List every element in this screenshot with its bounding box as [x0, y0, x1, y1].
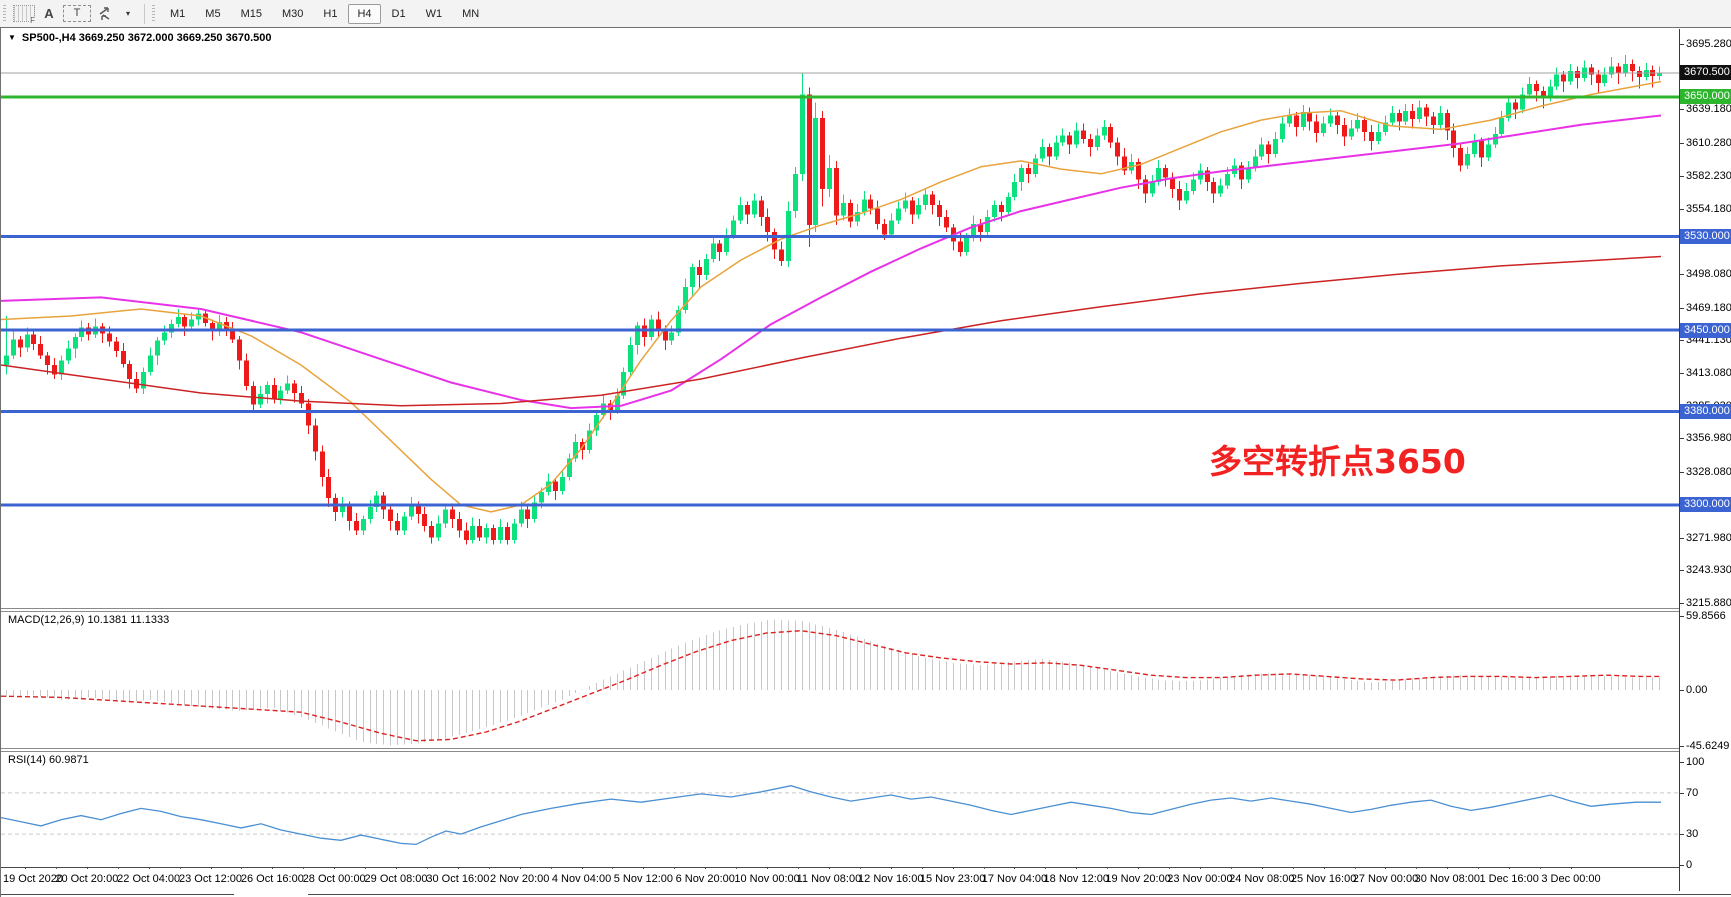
ma-slow-line	[1, 255, 1662, 407]
rsi-scale-label: 0	[1686, 859, 1693, 871]
timeframe-button-M30[interactable]: M30	[281, 7, 304, 20]
timeframe-button-W1[interactable]: W1	[425, 7, 443, 20]
date-label: 20 Oct 20:00	[55, 873, 119, 885]
price-badge-3450.000: 3450.000	[1680, 322, 1731, 338]
price-tick-label: 3328.080	[1686, 466, 1731, 479]
chart-annotation-text: 多空转折点3650	[1209, 442, 1466, 481]
price-tick-label: 3639.180	[1686, 103, 1731, 116]
timeframe-button-M5[interactable]: M5	[205, 7, 221, 20]
price-badge-3300.000: 3300.000	[1680, 497, 1731, 513]
date-label: 3 Dec 00:00	[1541, 873, 1601, 885]
date-label: 23 Nov 00:00	[1167, 873, 1233, 885]
rsi-scale-label: 30	[1686, 828, 1699, 841]
collapse-indicator-icon[interactable]: ▼	[8, 33, 16, 42]
toolbar: F A T ▾ M1 M5 M15 M30 H1 H4 D1 W1 MN	[0, 0, 1731, 28]
date-label: 2 Nov 20:00	[490, 873, 550, 885]
chart-properties-icon-letter: F	[30, 16, 35, 25]
date-label: 18 Nov 12:00	[1043, 873, 1109, 885]
date-label: 15 Nov 23:00	[919, 873, 986, 885]
chart-title: ▼ SP500-,H4 3669.250 3672.000 3669.250 36…	[8, 32, 271, 44]
text-box-icon[interactable]: T	[63, 5, 91, 22]
price-tick-label: 3582.230	[1686, 169, 1731, 182]
price-badge-3380.000: 3380.000	[1680, 404, 1731, 420]
date-label: 29 Oct 08:00	[364, 873, 428, 885]
price-tick-label: 3695.280	[1686, 38, 1731, 50]
date-label: 1 Dec 16:00	[1479, 873, 1539, 885]
timeframe-button-MN[interactable]: MN	[462, 7, 480, 20]
timeframe-button-D1[interactable]: D1	[391, 7, 406, 20]
price-badge-3670.500: 3670.500	[1680, 65, 1731, 81]
date-label: 17 Nov 04:00	[981, 873, 1048, 885]
macd-scale-label: 0.00	[1686, 684, 1708, 696]
price-axis: 3695.2803667.2303639.1803610.2803582.230…	[1679, 29, 1731, 891]
chart-window: ▼ SP500-,H4 3669.250 3672.000 3669.250 36…	[0, 27, 1731, 897]
price-badge-3530.000: 3530.000	[1680, 229, 1731, 245]
timeframe-button-M1[interactable]: M1	[170, 7, 186, 20]
dropdown-glyph: ▾	[125, 9, 130, 18]
price-tick-label: 3356.980	[1686, 432, 1731, 445]
window-edge-line	[1, 894, 1731, 895]
date-label: 11 Nov 08:00	[796, 873, 862, 885]
text-label-icon[interactable]: A	[39, 4, 59, 24]
price-tick-label: 3469.180	[1686, 301, 1731, 314]
rsi-line	[1, 785, 1661, 846]
date-label: 23 Oct 12:00	[179, 873, 243, 885]
price-tick-label: 3554.180	[1686, 202, 1731, 215]
macd-scale-label: -45.6249	[1686, 740, 1730, 753]
candles-layer	[4, 54, 1662, 545]
date-label: 10 Nov 00:00	[734, 873, 800, 885]
price-badge-3650.000: 3650.000	[1680, 89, 1731, 105]
price-tick-label: 3243.930	[1686, 564, 1731, 577]
timeframe-button-H1[interactable]: H1	[323, 7, 338, 20]
ma-fast-line	[1, 80, 1662, 513]
date-label: 28 Oct 00:00	[302, 873, 366, 885]
time-axis: 19 Oct 2020 20 Oct 20:00 22 Oct 04:00 23 Oc…	[1, 869, 1679, 891]
date-label: 5 Nov 12:00	[613, 873, 674, 885]
price-tick-label: 3413.080	[1686, 367, 1731, 380]
diagonal-arrows-icon	[99, 6, 110, 20]
chart-properties-icon[interactable]: F	[13, 5, 35, 25]
date-label: 30 Oct 16:00	[426, 873, 490, 885]
date-label: 26 Oct 16:00	[240, 873, 304, 885]
window-bottom-edge	[1, 891, 1731, 897]
date-label: 24 Nov 08:00	[1229, 873, 1295, 885]
text-box-icon-letter: T	[73, 7, 81, 19]
timeframe-toolbar-grip[interactable]	[152, 4, 155, 23]
window-edge-notch	[234, 892, 308, 897]
price-tick-label: 3271.980	[1686, 531, 1731, 544]
date-label: 27 Nov 00:00	[1352, 873, 1419, 885]
timeframe-toolbar: M1 M5 M15 M30 H1 H4 D1 W1 MN	[160, 3, 489, 24]
macd-indicator-label: MACD(12,26,9) 10.1381 11.1333	[8, 614, 170, 626]
price-tick-label: 3610.280	[1686, 137, 1731, 150]
arrow-objects-dropdown-icon[interactable]: ▾	[118, 4, 138, 24]
arrow-objects-icon[interactable]	[95, 4, 115, 24]
date-label: 19 Oct 2020	[3, 873, 63, 885]
chart-title-text: SP500-,H4 3669.250 3672.000 3669.250 367…	[21, 32, 272, 44]
date-label: 19 Nov 20:00	[1105, 873, 1171, 885]
macd-scale-label: 59.8566	[1686, 610, 1726, 623]
date-label: 22 Oct 04:00	[117, 873, 181, 885]
price-tick-label: 3498.080	[1686, 267, 1731, 280]
date-label: 30 Nov 08:00	[1414, 873, 1481, 885]
ma-mid-line	[1, 114, 1662, 410]
toolbar-grip[interactable]	[3, 4, 6, 23]
date-label: 6 Nov 20:00	[675, 873, 735, 885]
macd-signal-line	[1, 629, 1661, 742]
date-label: 12 Nov 16:00	[858, 873, 924, 885]
rsi-scale-label: 100	[1686, 756, 1705, 768]
timeframe-button-M15[interactable]: M15	[240, 7, 262, 20]
timeframe-button-H4[interactable]: H4	[348, 3, 381, 24]
chart-canvas[interactable]	[1, 29, 1679, 891]
rsi-scale-label: 70	[1686, 786, 1699, 799]
text-label-icon-letter: A	[44, 6, 54, 21]
date-label: 25 Nov 16:00	[1290, 873, 1357, 885]
price-tick-label: 3215.880	[1686, 596, 1731, 609]
rsi-indicator-label: RSI(14) 60.9871	[8, 754, 89, 766]
macd-histogram	[6, 619, 1660, 746]
date-label: 4 Nov 04:00	[551, 873, 612, 885]
toolbar-separator	[144, 3, 145, 24]
